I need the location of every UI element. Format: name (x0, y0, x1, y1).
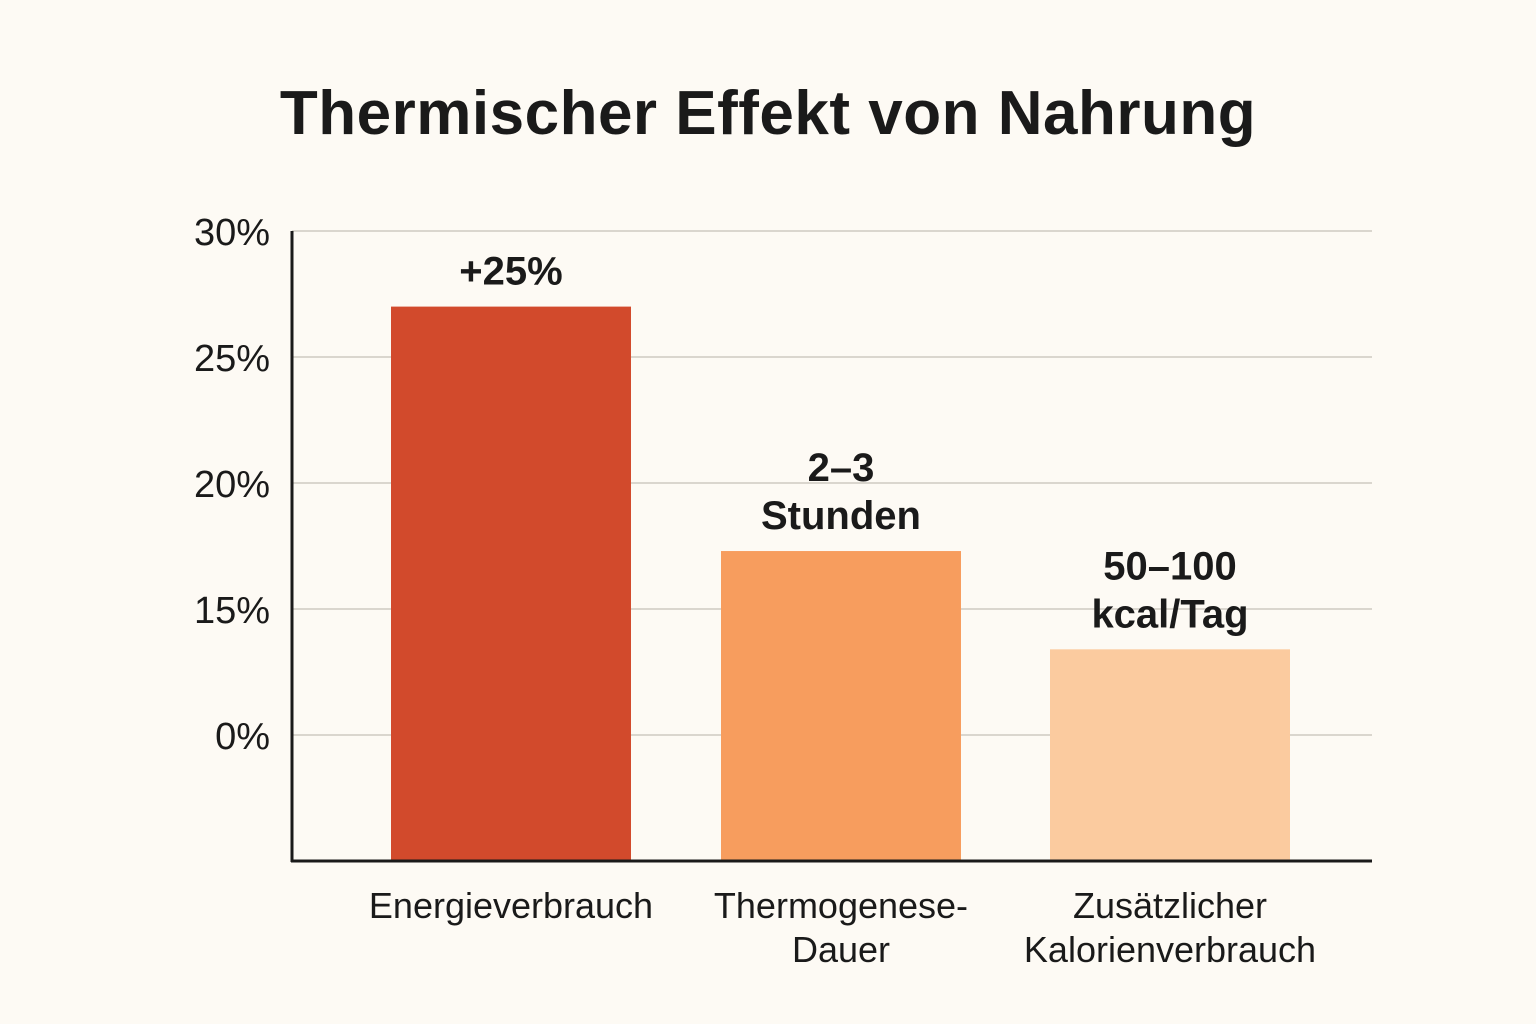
x-tick-label: Kalorienverbrauch (1024, 929, 1316, 970)
y-tick-label: 30% (194, 212, 270, 254)
data-label: kcal/Tag (1091, 592, 1248, 636)
x-tick-label: Zusätzlicher (1073, 885, 1267, 926)
x-tick-label: Dauer (792, 929, 890, 970)
bar (391, 306, 631, 862)
bar (721, 551, 961, 861)
y-tick-label: 15% (194, 590, 270, 632)
y-tick-label: 25% (194, 338, 270, 380)
y-tick-label: 0% (215, 716, 270, 758)
data-label: 2–3 (808, 446, 875, 490)
y-tick-label: 20% (194, 464, 270, 506)
bar (1050, 649, 1290, 861)
data-label: Stunden (761, 494, 921, 538)
chart-title: Thermischer Effekt von Nahrung (279, 79, 1257, 148)
data-label: 50–100 (1103, 544, 1236, 588)
x-tick-label: Energieverbrauch (369, 885, 653, 926)
data-label: +25% (459, 250, 562, 294)
x-tick-label: Thermogenese- (714, 885, 968, 926)
